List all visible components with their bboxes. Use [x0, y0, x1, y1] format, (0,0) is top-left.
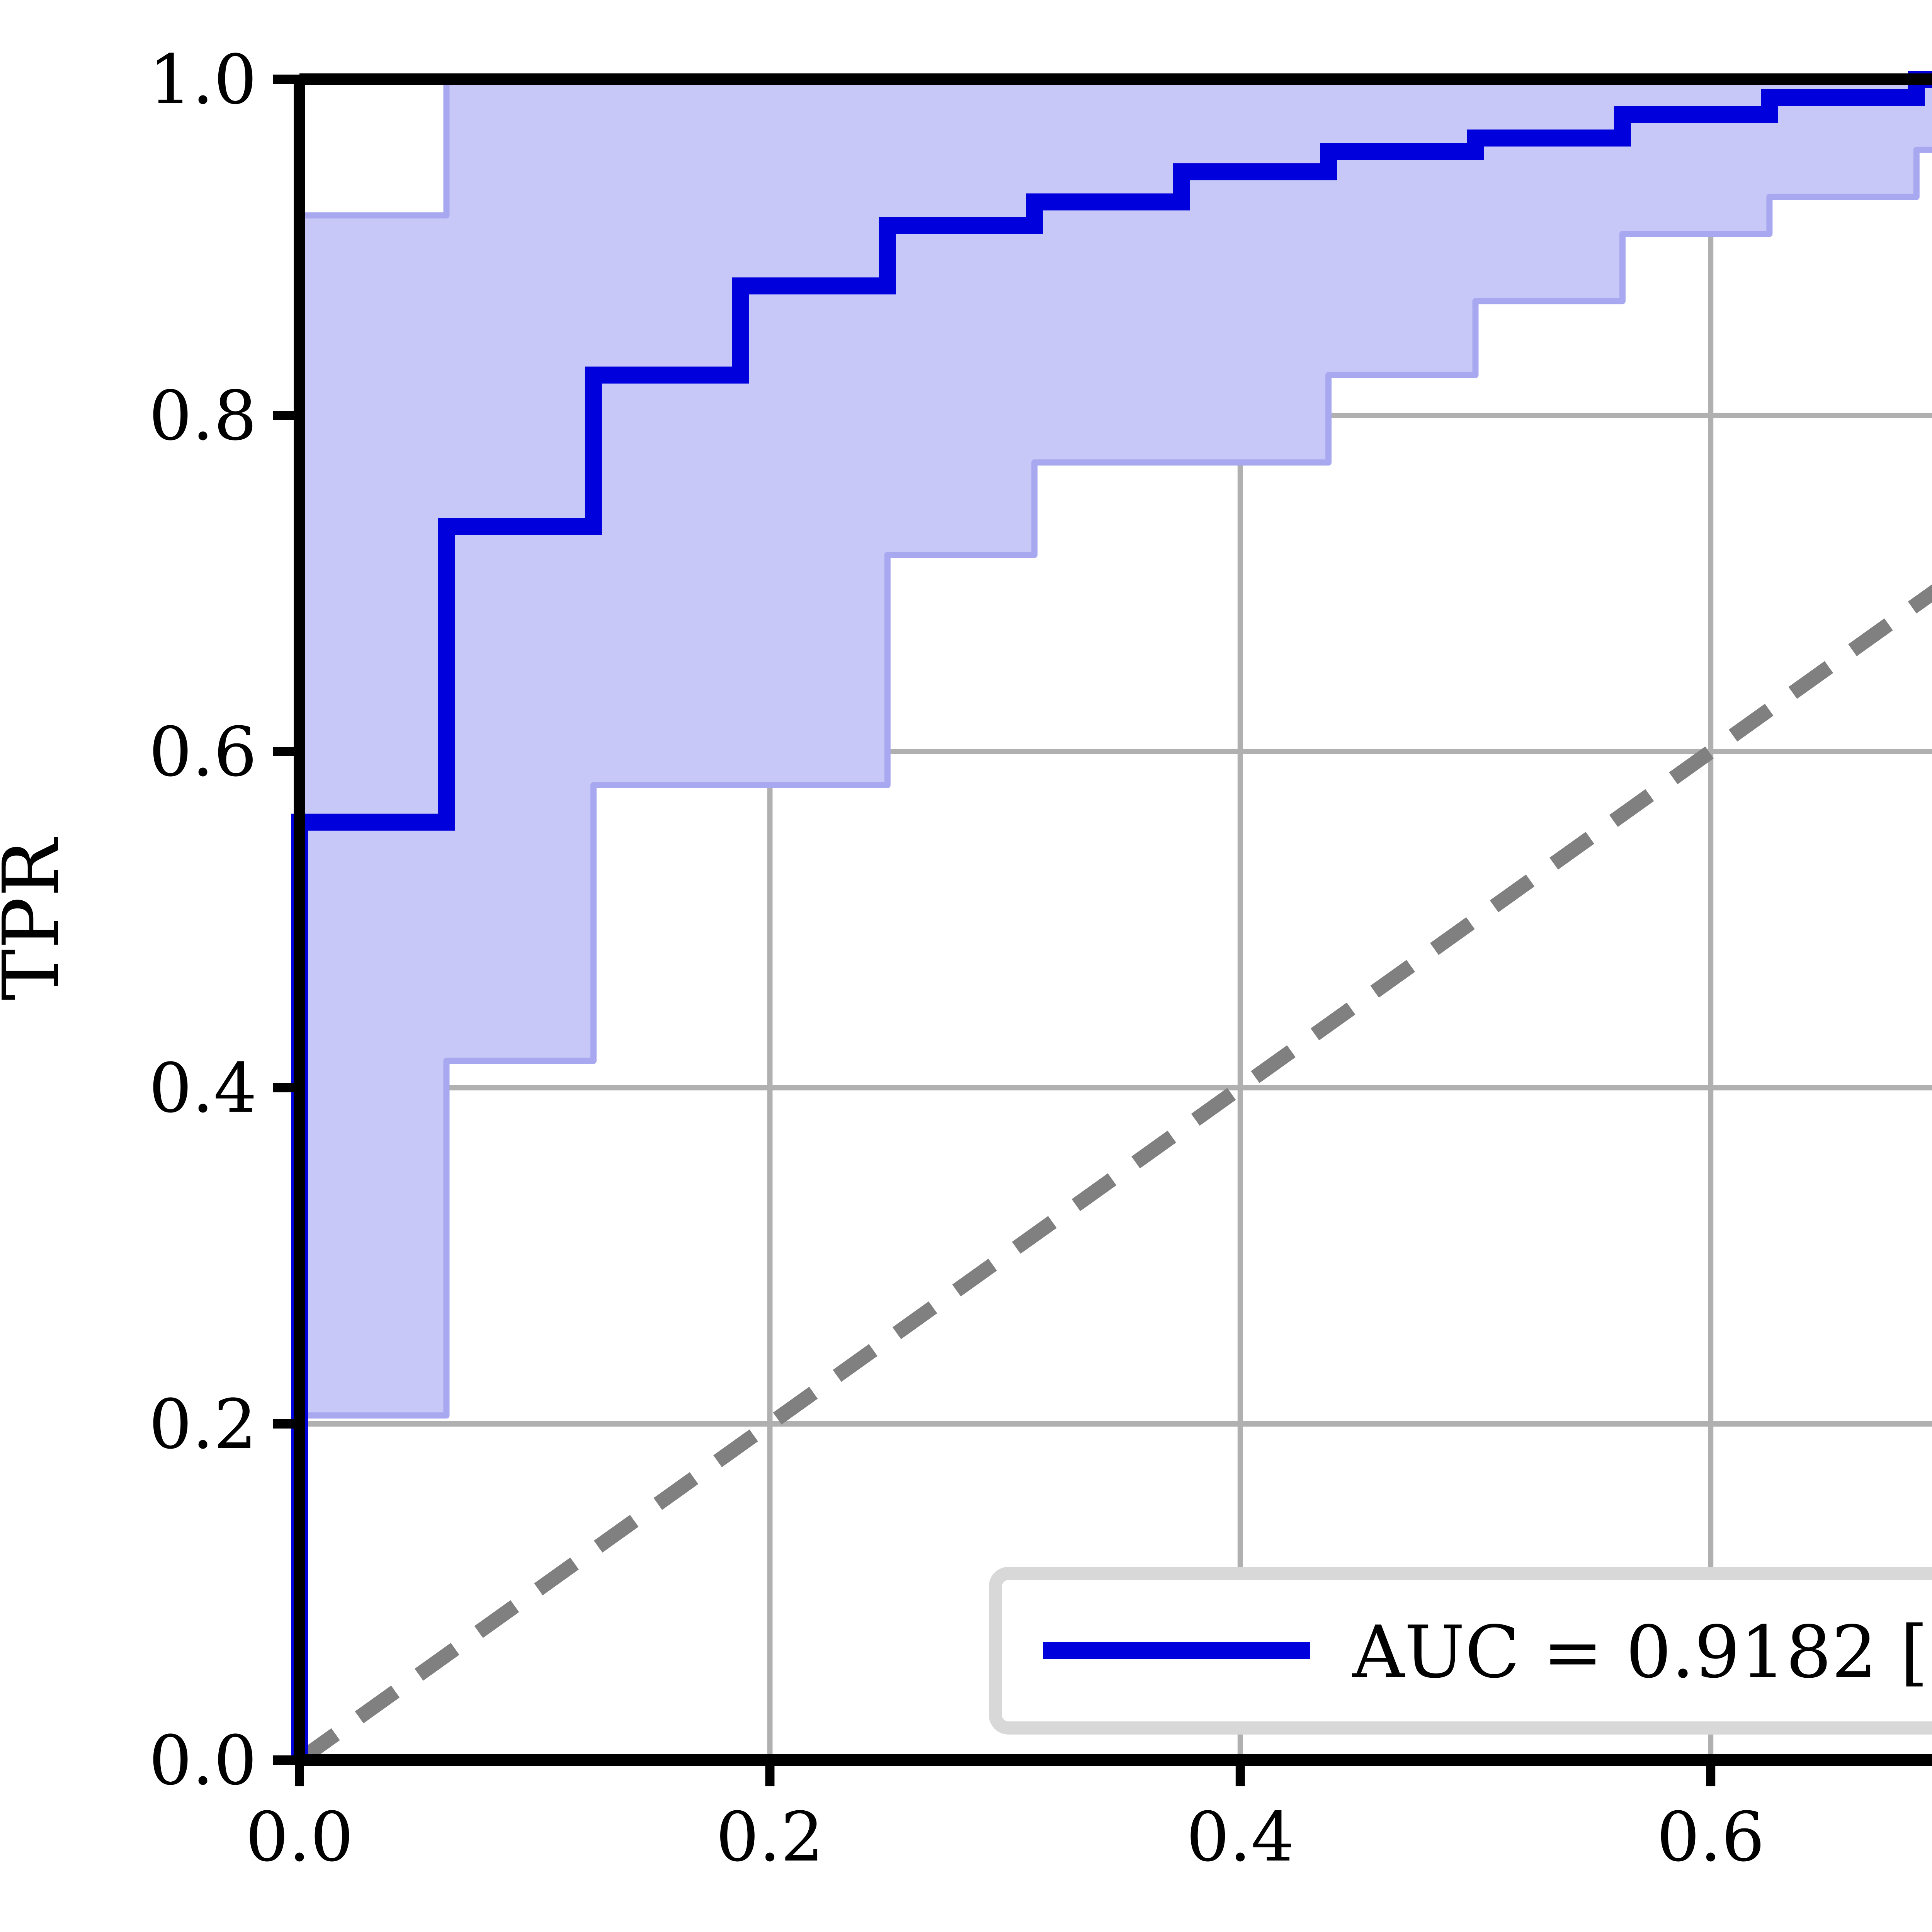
legend-entry-label: AUC = 0.9182 [0.9146 0.9217]	[1352, 1610, 1932, 1694]
y-tick-label: 0.4	[149, 1049, 257, 1128]
roc-curve-line	[291, 71, 1932, 1760]
axis-ticks: 0.00.20.40.60.81.00.00.20.40.60.81.0	[149, 40, 1765, 1877]
confidence-interval-band	[299, 79, 1932, 1760]
legend-box	[989, 1567, 1932, 1735]
y-tick-label: 0.8	[149, 376, 257, 456]
y-tick-label: 0.6	[149, 713, 257, 792]
x-tick-label: 0.4	[1186, 1798, 1294, 1877]
y-tick-label: 1.0	[149, 40, 257, 119]
y-tick-label: 0.2	[149, 1385, 257, 1464]
ci-lower-line	[296, 146, 1932, 1763]
x-tick-label: 0.0	[245, 1798, 354, 1877]
x-tick-label: 0.6	[1656, 1798, 1765, 1877]
x-tick-label: 0.2	[716, 1798, 824, 1877]
legend[interactable]: AUC = 0.9182 [0.9146 0.9217]	[989, 1567, 1932, 1735]
y-tick-label: 0.0	[149, 1721, 257, 1800]
chance-diagonal-line	[295, 584, 1932, 1766]
y-axis-title: TPR	[0, 837, 77, 1000]
